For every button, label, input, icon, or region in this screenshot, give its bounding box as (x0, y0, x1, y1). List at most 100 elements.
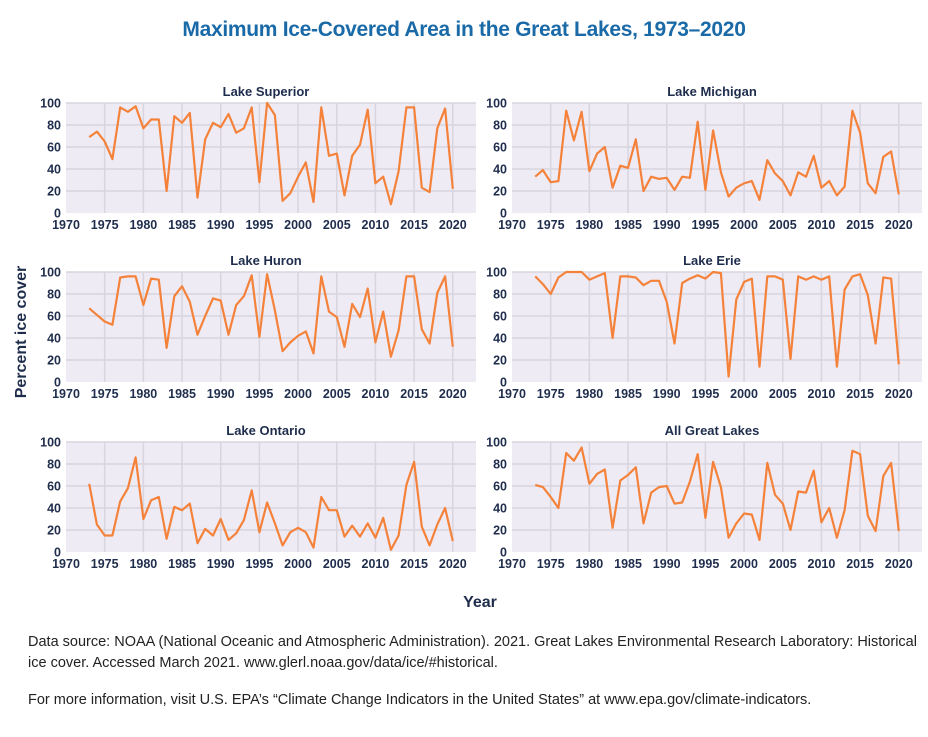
x-tick-label: 1980 (129, 557, 157, 571)
y-tick-label: 40 (47, 332, 61, 346)
x-tick-label: 2015 (846, 557, 874, 571)
x-tick-label: 2020 (439, 387, 467, 401)
x-tick-label: 2015 (846, 387, 874, 401)
y-tick-label: 0 (500, 376, 507, 390)
x-tick-label: 1985 (614, 218, 642, 232)
x-tick-label: 1990 (207, 387, 235, 401)
y-tick-label: 80 (493, 458, 507, 472)
y-tick-label: 20 (493, 185, 507, 199)
x-tick-label: 1990 (653, 387, 681, 401)
y-tick-label: 20 (47, 185, 61, 199)
x-tick-label: 2000 (284, 387, 312, 401)
x-tick-label: 2010 (808, 387, 836, 401)
y-tick-label: 0 (54, 376, 61, 390)
x-tick-label: 1970 (498, 387, 526, 401)
data-source-note: Data source: NOAA (National Oceanic and … (28, 634, 917, 671)
y-tick-label: 80 (47, 119, 61, 133)
x-tick-label: 1980 (129, 218, 157, 232)
x-tick-label: 1995 (691, 218, 719, 232)
y-tick-label: 40 (493, 332, 507, 346)
x-tick-label: 2015 (400, 387, 428, 401)
y-tick-label: 60 (493, 141, 507, 155)
plot-area (512, 272, 922, 382)
x-tick-label: 2010 (362, 387, 390, 401)
x-tick-label: 1970 (52, 218, 80, 232)
x-tick-label: 2005 (323, 557, 351, 571)
x-tick-label: 2010 (362, 557, 390, 571)
x-tick-label: 2010 (808, 557, 836, 571)
x-tick-label: 2015 (400, 557, 428, 571)
y-tick-label: 0 (500, 546, 507, 560)
y-tick-label: 60 (47, 141, 61, 155)
x-tick-label: 2000 (730, 557, 758, 571)
x-tick-label: 2005 (323, 218, 351, 232)
x-tick-label: 1985 (168, 557, 196, 571)
x-tick-label: 1975 (537, 387, 565, 401)
series-line (534, 109, 900, 201)
x-tick-label: 1985 (614, 557, 642, 571)
x-tick-label: 2020 (439, 218, 467, 232)
x-tick-label: 1970 (52, 387, 80, 401)
y-tick-label: 20 (47, 524, 61, 538)
y-tick-label: 40 (47, 163, 61, 177)
x-tick-label: 1990 (653, 218, 681, 232)
panel-title: Lake Erie (683, 253, 741, 268)
y-tick-label: 0 (500, 207, 507, 221)
y-tick-label: 60 (47, 310, 61, 324)
y-tick-label: 40 (493, 502, 507, 516)
y-tick-label: 20 (47, 354, 61, 368)
y-tick-label: 80 (493, 119, 507, 133)
y-tick-label: 20 (493, 524, 507, 538)
panel-title: Lake Ontario (226, 423, 306, 438)
x-tick-label: 1975 (91, 218, 119, 232)
plot-area (512, 442, 922, 552)
more-info-note: For more information, visit U.S. EPA’s “… (28, 692, 812, 708)
x-tick-label: 1985 (168, 218, 196, 232)
x-tick-label: 2010 (362, 218, 390, 232)
x-tick-label: 1985 (168, 387, 196, 401)
x-tick-label: 1995 (245, 218, 273, 232)
x-tick-label: 2015 (400, 218, 428, 232)
x-tick-label: 2005 (323, 387, 351, 401)
y-tick-label: 80 (493, 288, 507, 302)
x-tick-label: 1975 (91, 387, 119, 401)
x-tick-label: 1980 (575, 557, 603, 571)
x-tick-label: 1995 (691, 387, 719, 401)
x-tick-label: 2005 (769, 218, 797, 232)
x-axis-label: Year (463, 594, 497, 611)
y-tick-label: 100 (486, 97, 507, 111)
x-tick-label: 1975 (91, 557, 119, 571)
panel-title: All Great Lakes (665, 423, 760, 438)
x-tick-label: 1970 (52, 557, 80, 571)
series-line (534, 270, 900, 378)
x-tick-label: 1980 (575, 218, 603, 232)
x-tick-label: 1970 (498, 218, 526, 232)
y-tick-label: 0 (54, 546, 61, 560)
series-line (88, 101, 454, 206)
panel-title: Lake Superior (223, 84, 310, 99)
y-tick-label: 80 (47, 288, 61, 302)
y-tick-label: 60 (47, 480, 61, 494)
y-tick-label: 40 (493, 163, 507, 177)
series-line (88, 456, 454, 551)
panel-title: Lake Huron (230, 253, 302, 268)
x-tick-label: 1980 (575, 387, 603, 401)
chart-title: Maximum Ice-Covered Area in the Great La… (182, 18, 746, 41)
y-tick-label: 100 (40, 436, 61, 450)
x-tick-label: 1990 (207, 557, 235, 571)
x-tick-label: 2020 (885, 218, 913, 232)
y-axis-label: Percent ice cover (13, 266, 30, 399)
panel-title: Lake Michigan (667, 84, 757, 99)
y-tick-label: 60 (493, 310, 507, 324)
x-tick-label: 1980 (129, 387, 157, 401)
x-tick-label: 1995 (691, 557, 719, 571)
x-tick-label: 1985 (614, 387, 642, 401)
plot-area (66, 103, 476, 213)
x-tick-label: 1995 (245, 387, 273, 401)
y-tick-label: 100 (40, 97, 61, 111)
y-tick-label: 0 (54, 207, 61, 221)
x-tick-label: 2000 (730, 387, 758, 401)
x-tick-label: 2020 (439, 557, 467, 571)
y-tick-label: 100 (486, 436, 507, 450)
